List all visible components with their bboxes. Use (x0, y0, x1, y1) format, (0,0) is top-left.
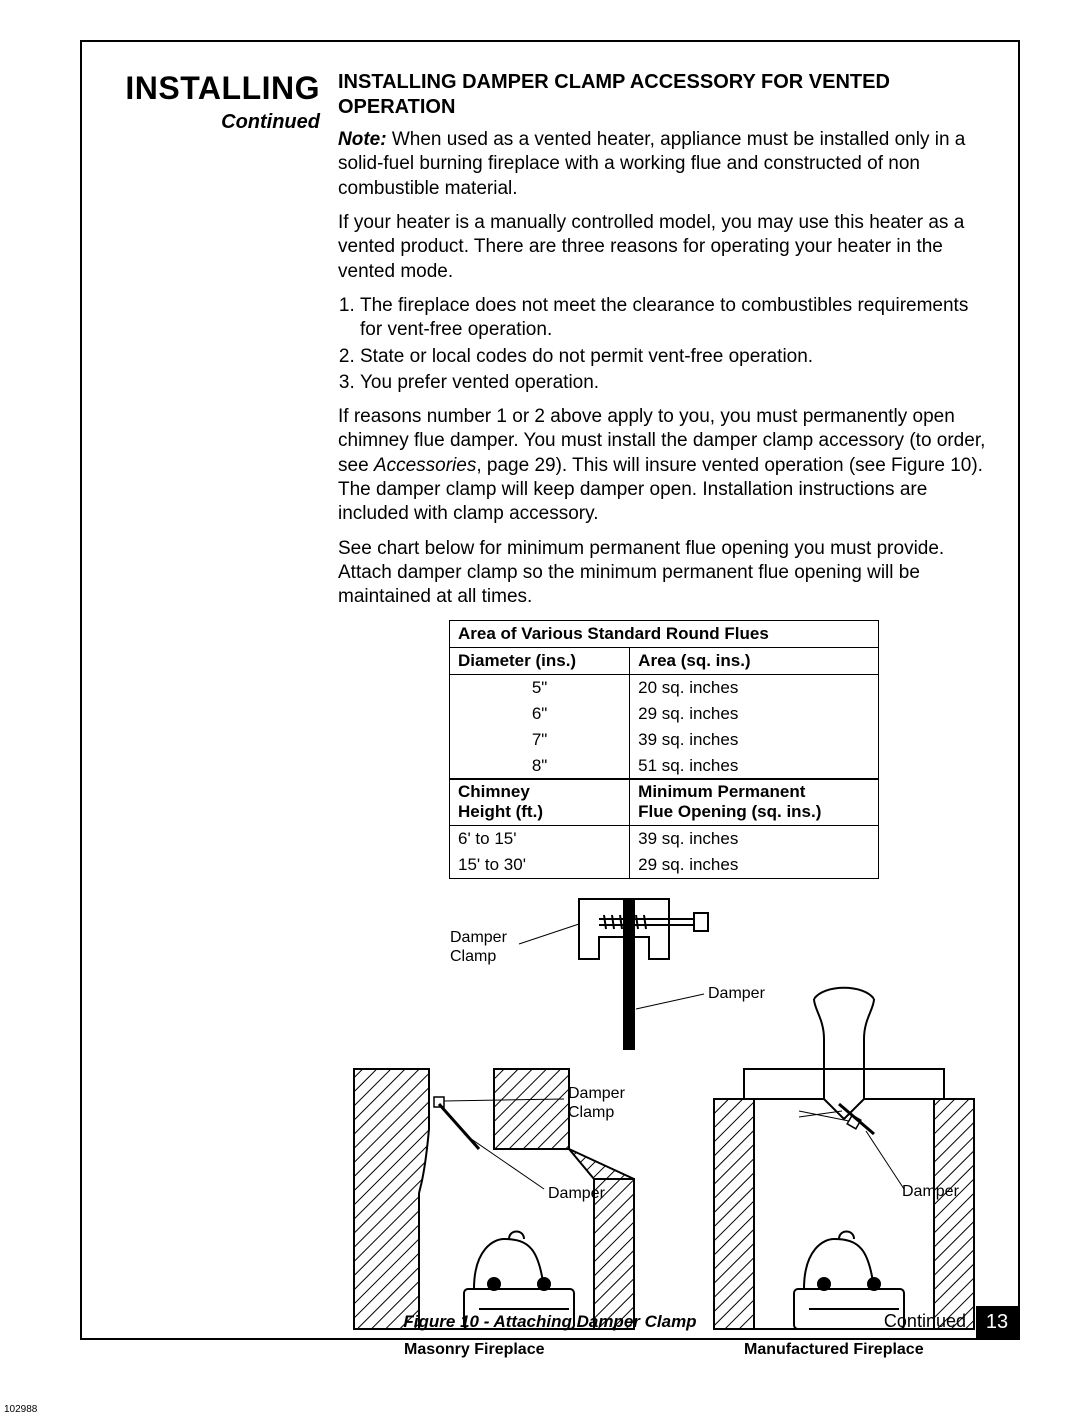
content-frame: INSTALLING Continued INSTALLING DAMPER C… (80, 40, 1020, 1340)
table-cell: 29 sq. inches (630, 852, 879, 879)
note-label: Note: (338, 129, 387, 150)
document-id: 102988 (4, 1404, 37, 1415)
footer-continued: Continued (884, 1311, 966, 1332)
list-item: You prefer vented operation. (360, 371, 990, 395)
table-cell: 15' to 30' (450, 852, 630, 879)
table-cell: 7" (450, 727, 630, 753)
page: INSTALLING Continued INSTALLING DAMPER C… (0, 0, 1080, 1397)
chimney-height-table: Chimney Height (ft.) Minimum Permanent F… (449, 778, 879, 879)
th-line: Chimney (458, 782, 530, 801)
table-cell: 6' to 15' (450, 826, 630, 853)
th-line: Flue Opening (sq. ins.) (638, 802, 821, 821)
two-column-layout: INSTALLING Continued INSTALLING DAMPER C… (110, 70, 990, 1389)
label-damper-top: Damper (708, 985, 765, 1003)
continued-label: Continued (110, 111, 320, 134)
table-header: Minimum Permanent Flue Opening (sq. ins.… (630, 779, 879, 826)
table-cell: 5" (450, 674, 630, 701)
table-cell: 29 sq. inches (630, 701, 879, 727)
label-text: DamperClamp (450, 929, 507, 964)
page-number: 13 (976, 1306, 1018, 1338)
label-damper-clamp-top: DamperClamp (450, 929, 507, 966)
table-header: Diameter (ins.) (450, 647, 630, 674)
paragraph-3: See chart below for minimum permanent fl… (338, 537, 990, 610)
note-text: When used as a vented heater, appliance … (338, 129, 965, 199)
label-masonry: Masonry Fireplace (404, 1341, 545, 1359)
label-text: DamperClamp (568, 1085, 625, 1120)
table-cell: 39 sq. inches (630, 826, 879, 853)
reasons-list: The fireplace does not meet the clearanc… (338, 294, 990, 395)
note-paragraph: Note: When used as a vented heater, appl… (338, 128, 990, 201)
th-line: Minimum Permanent (638, 782, 805, 801)
list-item: The fireplace does not meet the clearanc… (360, 294, 990, 343)
th-line: Height (ft.) (458, 802, 543, 821)
flue-area-table: Area of Various Standard Round Flues Dia… (449, 620, 879, 780)
table-caption: Area of Various Standard Round Flues (450, 620, 879, 647)
figure-caption: Figure 10 - Attaching Damper Clamp (82, 1312, 1018, 1332)
label-manufactured: Manufactured Fireplace (744, 1341, 924, 1359)
section-heading: INSTALLING (110, 70, 320, 107)
table-header: Area (sq. ins.) (630, 647, 879, 674)
table-header: Chimney Height (ft.) (450, 779, 630, 826)
label-damper-left: Damper (548, 1185, 605, 1203)
list-item: State or local codes do not permit vent-… (360, 345, 990, 369)
paragraph-1: If your heater is a manually controlled … (338, 211, 990, 284)
table-cell: 8" (450, 753, 630, 780)
label-damper-clamp-left: DamperClamp (568, 1085, 625, 1122)
left-column: INSTALLING Continued (110, 70, 320, 1389)
table-cell: 6" (450, 701, 630, 727)
table-cell: 39 sq. inches (630, 727, 879, 753)
label-damper-right: Damper (902, 1183, 959, 1201)
tables-container: Area of Various Standard Round Flues Dia… (449, 620, 879, 880)
right-column: INSTALLING DAMPER CLAMP ACCESSORY FOR VE… (338, 70, 990, 1389)
table-cell: 20 sq. inches (630, 674, 879, 701)
subsection-title: INSTALLING DAMPER CLAMP ACCESSORY FOR VE… (338, 70, 990, 120)
p2-b: Accessories (374, 455, 476, 476)
paragraph-2: If reasons number 1 or 2 above apply to … (338, 405, 990, 527)
table-cell: 51 sq. inches (630, 753, 879, 780)
